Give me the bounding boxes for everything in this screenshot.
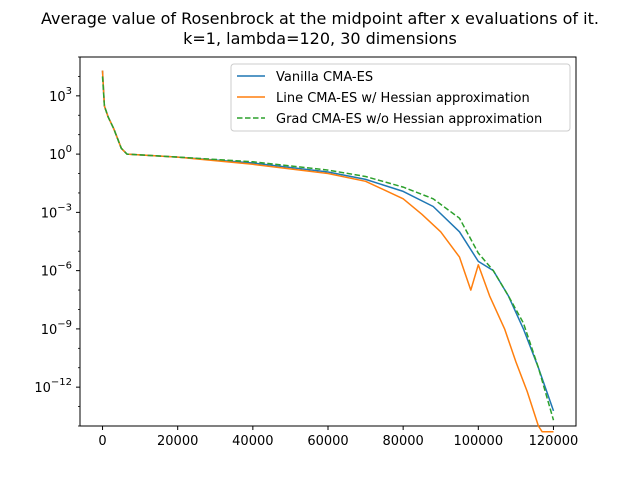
x-tick-label: 100000 [453,434,503,449]
y-tick-label: 103 [49,86,72,105]
x-tick-label: 0 [98,434,106,449]
series-layer [101,70,555,433]
y-tick-label: 10−9 [41,319,72,338]
y-tick-label: 10−12 [34,377,72,396]
legend-label: Vanilla CMA-ES [276,70,373,85]
y-tick-label: 10−6 [41,261,72,280]
x-tick-label: 20000 [157,434,198,449]
x-tick-label: 120000 [529,434,579,449]
x-tick-label: 80000 [382,434,423,449]
legend: Vanilla CMA-ES Line CMA-ES w/ Hessian app… [230,63,571,132]
series-line [101,76,555,421]
x-tick-label: 40000 [232,434,273,449]
x-tick-label: 60000 [307,434,348,449]
chart-title: Average value of Rosenbrock at the midpo… [41,9,599,28]
legend-label: Line CMA-ES w/ Hessian approximation [276,91,530,106]
y-axis: 10−12 10−9 10−6 10−3 100 103 [34,56,80,427]
y-tick-label: 100 [49,144,72,163]
legend-box [230,63,571,132]
x-axis: 0 20000 40000 60000 80000 100000 120000 [98,426,578,449]
chart-subtitle: k=1, lambda=120, 30 dimensions [183,29,457,48]
legend-label: Grad CMA-ES w/o Hessian approximation [276,112,542,127]
y-tick-label: 10−3 [41,202,72,221]
